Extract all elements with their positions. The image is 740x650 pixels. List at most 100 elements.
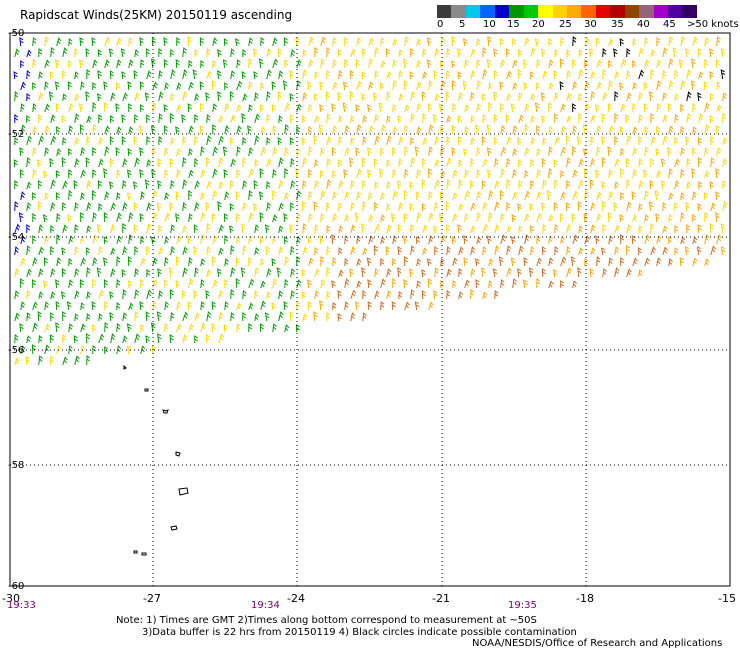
wind-barb bbox=[175, 280, 180, 289]
wind-barb bbox=[344, 258, 349, 267]
wind-barb bbox=[608, 257, 613, 267]
wind-barb bbox=[272, 169, 277, 179]
wind-barb bbox=[506, 245, 512, 256]
wind-barb bbox=[506, 136, 512, 146]
wind-barb bbox=[576, 136, 582, 146]
wind-barb bbox=[709, 48, 714, 58]
wind-barb bbox=[308, 146, 313, 157]
wind-barb bbox=[230, 70, 236, 80]
wind-barb bbox=[416, 236, 420, 245]
wind-barb bbox=[152, 81, 158, 91]
wind-barb bbox=[620, 103, 626, 113]
wind-barb bbox=[348, 157, 354, 168]
wind-barb bbox=[314, 180, 320, 190]
wind-barb bbox=[582, 124, 588, 135]
wind-barb bbox=[248, 257, 253, 267]
wind-speed-colorbar bbox=[437, 5, 697, 18]
wind-barb bbox=[416, 38, 422, 47]
wind-barb bbox=[260, 280, 266, 289]
wind-barb bbox=[182, 267, 188, 278]
wind-barb bbox=[200, 279, 205, 289]
wind-barb bbox=[355, 147, 360, 157]
wind-barb bbox=[697, 203, 702, 212]
wind-barb bbox=[194, 180, 200, 190]
wind-barb bbox=[284, 168, 289, 179]
colorbar-tick-label: 35 bbox=[611, 19, 624, 30]
wind-barb bbox=[596, 213, 602, 223]
wind-barb bbox=[656, 37, 661, 47]
wind-barb bbox=[260, 300, 266, 311]
wind-barb bbox=[452, 257, 458, 267]
wind-barb bbox=[295, 37, 300, 47]
wind-barb bbox=[332, 191, 338, 201]
wind-barb bbox=[500, 59, 506, 69]
wind-barb bbox=[182, 69, 188, 80]
wind-barb bbox=[104, 146, 110, 157]
wind-barb bbox=[493, 70, 498, 80]
wind-barb bbox=[662, 70, 667, 80]
wind-barb bbox=[103, 168, 108, 179]
wind-barb bbox=[74, 202, 79, 212]
wind-barb bbox=[116, 212, 122, 223]
wind-barb bbox=[486, 124, 492, 135]
wind-barb bbox=[350, 70, 354, 80]
wind-barb bbox=[361, 157, 366, 168]
wind-barb bbox=[391, 213, 396, 223]
wind-barb bbox=[626, 92, 632, 102]
wind-barb bbox=[188, 148, 193, 157]
wind-barb bbox=[302, 246, 308, 256]
wind-barb bbox=[582, 148, 588, 157]
wind-barb bbox=[680, 212, 685, 223]
wind-barb bbox=[157, 268, 162, 278]
wind-barb bbox=[494, 224, 500, 234]
wind-barb bbox=[284, 102, 291, 113]
wind-barb bbox=[302, 157, 308, 168]
wind-barb bbox=[620, 168, 625, 179]
wind-barb bbox=[264, 224, 270, 234]
wind-barb bbox=[620, 58, 627, 69]
wind-barb bbox=[284, 59, 289, 69]
wind-barb bbox=[625, 114, 630, 124]
wind-barb bbox=[44, 103, 50, 113]
wind-barb bbox=[704, 147, 709, 157]
wind-barb bbox=[644, 59, 650, 69]
wind-barb bbox=[584, 168, 588, 179]
wind-barb bbox=[392, 59, 397, 69]
wind-barb bbox=[235, 191, 240, 201]
wind-barb bbox=[74, 93, 80, 102]
wind-barb bbox=[266, 202, 271, 212]
wind-barb bbox=[211, 301, 216, 311]
wind-barb bbox=[283, 37, 288, 47]
map-title: Rapidscat Winds(25KM) 20150119 ascending bbox=[20, 8, 293, 22]
wind-barb bbox=[194, 202, 200, 212]
wind-barb bbox=[188, 81, 194, 91]
wind-barb bbox=[643, 169, 648, 179]
wind-barb bbox=[230, 48, 235, 58]
wind-barb bbox=[44, 301, 49, 311]
wind-barb bbox=[614, 136, 619, 146]
wind-barb bbox=[602, 224, 607, 234]
wind-barb bbox=[632, 147, 638, 157]
wind-barb bbox=[242, 245, 247, 256]
wind-barb bbox=[529, 203, 534, 212]
wind-barb bbox=[446, 224, 451, 234]
wind-barb bbox=[80, 235, 85, 245]
wind-barb bbox=[44, 125, 50, 135]
wind-barb bbox=[176, 169, 181, 179]
wind-barb bbox=[338, 225, 344, 234]
wind-barb bbox=[548, 235, 553, 245]
wind-barb bbox=[572, 81, 578, 91]
wind-barb bbox=[674, 225, 679, 234]
wind-barb bbox=[254, 159, 259, 168]
wind-barb bbox=[337, 92, 342, 102]
wind-barb bbox=[115, 147, 120, 157]
wind-barb bbox=[356, 191, 362, 201]
wind-barb bbox=[684, 246, 690, 256]
wind-barb bbox=[218, 224, 224, 234]
wind-barb bbox=[356, 235, 361, 245]
wind-barb bbox=[554, 202, 558, 212]
wind-barb bbox=[672, 47, 678, 58]
wind-barb bbox=[458, 136, 462, 146]
wind-barb bbox=[674, 202, 679, 212]
wind-barb bbox=[200, 169, 206, 179]
